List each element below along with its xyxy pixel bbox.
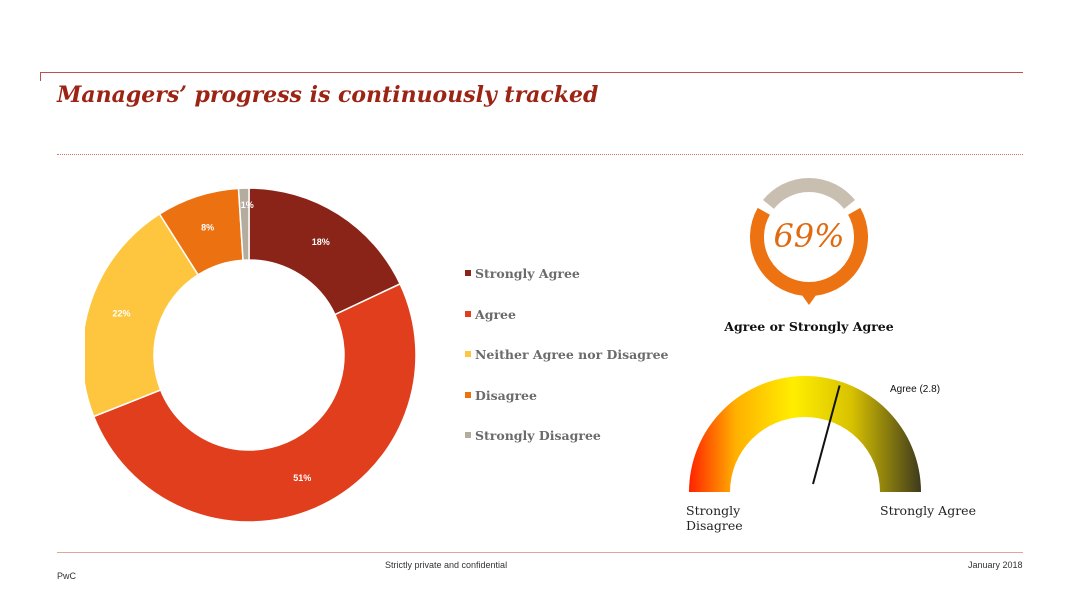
donut-data-label: 18% <box>312 237 330 247</box>
donut-slice-neither-agree-nor-disagree <box>85 212 200 418</box>
legend-swatch <box>465 432 471 438</box>
donut-chart: 18% 51% 22% 8% 1% <box>85 187 417 523</box>
donut-slice-agree <box>92 282 417 523</box>
kpi-ring: 69% <box>750 178 868 305</box>
kpi-ring-track <box>763 178 855 210</box>
legend-label: Neither Agree nor Disagree <box>475 347 669 362</box>
legend-item: Strongly Agree <box>465 266 580 281</box>
gauge-chart: Agree (2.8) <box>689 376 940 492</box>
legend-label: Strongly Disagree <box>475 428 601 443</box>
legend-label: Strongly Agree <box>475 266 580 281</box>
footer-brand: PwC <box>57 571 77 581</box>
footer-confidential: Strictly private and confidential <box>385 560 508 570</box>
legend-swatch <box>465 310 471 317</box>
legend-item: Strongly Disagree <box>465 428 601 443</box>
legend-item: Neither Agree nor Disagree <box>465 347 668 362</box>
legend-item: Agree <box>465 307 516 322</box>
header-rule <box>40 72 1023 73</box>
legend-swatch <box>465 270 471 276</box>
donut-data-label: 1% <box>241 200 254 210</box>
kpi-ring-fill <box>750 207 868 296</box>
donut-data-label: 8% <box>201 223 214 233</box>
legend-label: Agree <box>475 306 516 322</box>
legend-item: Disagree <box>465 388 537 403</box>
gauge-marker-label: Agree (2.8) <box>890 384 940 395</box>
legend-swatch <box>465 351 471 357</box>
donut-data-label: 51% <box>293 473 311 483</box>
footer-date: January 2018 <box>968 560 1023 570</box>
page-title: Managers’ progress is continuously track… <box>57 82 599 108</box>
legend-swatch <box>465 391 471 398</box>
gauge-max-label: Strongly Agree <box>880 503 976 518</box>
kpi-ring-pointer <box>799 291 819 305</box>
header-rule-tick <box>40 72 41 81</box>
donut-slice-strongly-disagree <box>237 187 250 261</box>
legend-label: Disagree <box>475 387 537 403</box>
gauge-arc <box>689 376 921 492</box>
kpi-value: 69% <box>773 217 844 255</box>
kpi-caption: Agree or Strongly Agree <box>724 319 894 334</box>
title-divider <box>57 154 1023 155</box>
gauge-min-label: Strongly Disagree <box>686 503 743 533</box>
gauge-needle <box>812 385 841 485</box>
footer-rule <box>57 552 1023 553</box>
donut-data-label: 22% <box>113 309 131 319</box>
